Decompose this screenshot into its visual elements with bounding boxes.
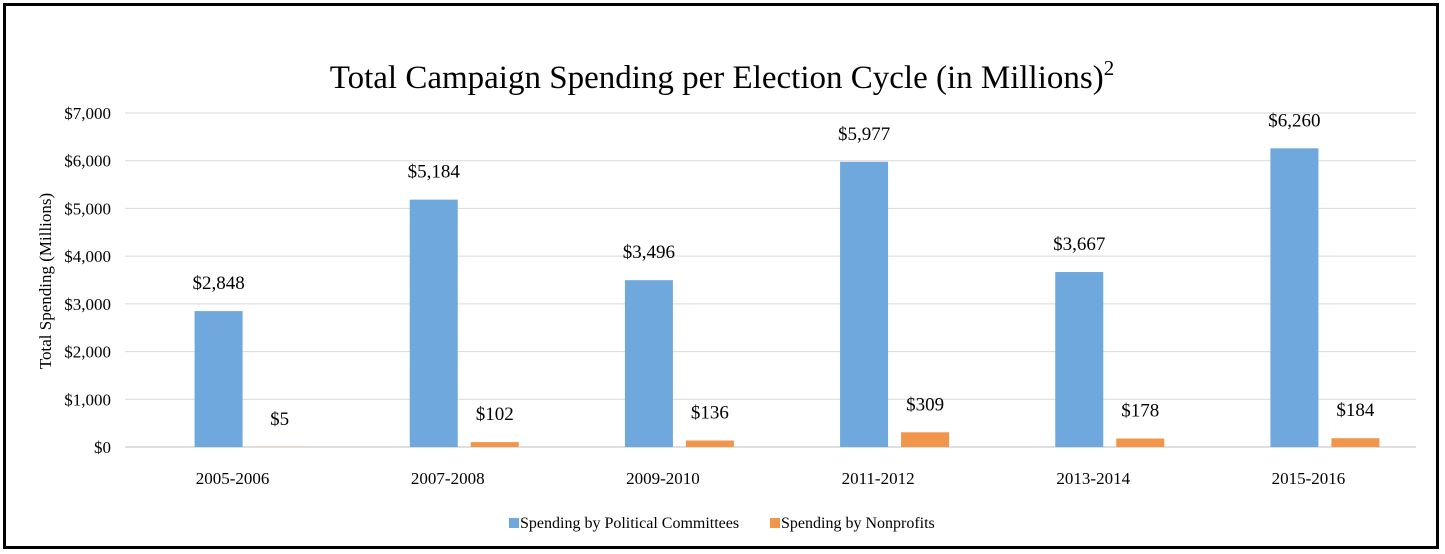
data-label: $5: [270, 409, 289, 430]
data-label: $136: [691, 403, 729, 424]
x-tick-label: 2013-2014: [1056, 469, 1130, 488]
data-label: $102: [476, 404, 514, 425]
legend-swatch: [509, 518, 519, 528]
legend-label: Spending by Nonprofits: [781, 515, 935, 532]
legend-swatch: [770, 518, 780, 528]
bars: $2,848 $5 $5,184 $102 $3,496 $136 $5,977 $309 $3…: [192, 110, 1380, 448]
data-label: $309: [906, 394, 944, 415]
bar: [685, 440, 734, 447]
y-axis-ticks: $0 $1,000 $2,000 $3,000 $4,000 $5,000 $6,000 $7…: [64, 104, 111, 457]
data-label: $6,260: [1268, 110, 1320, 131]
y-axis-label: Total Spending (Millions): [36, 193, 55, 369]
legend: Spending by Political Committees Spending…: [509, 515, 935, 532]
data-label: $3,667: [1053, 234, 1105, 255]
legend-label: Spending by Political Committees: [520, 515, 739, 532]
data-label: $5,184: [408, 162, 461, 183]
x-tick-label: 2007-2008: [411, 469, 485, 488]
x-tick-label: 2009-2010: [626, 469, 700, 488]
x-tick-label: 2005-2006: [196, 469, 270, 488]
y-tick-label: $0: [94, 438, 111, 457]
y-tick-label: $5,000: [64, 199, 111, 218]
bar: [840, 161, 889, 448]
data-label: $3,496: [623, 242, 675, 263]
y-tick-label: $4,000: [64, 247, 111, 266]
grid: [125, 112, 1416, 448]
bar: [409, 199, 458, 447]
bar: [1116, 438, 1165, 447]
y-tick-label: $2,000: [64, 343, 111, 362]
data-label: $178: [1121, 401, 1159, 422]
y-tick-label: $7,000: [64, 104, 111, 123]
bar: [624, 280, 673, 447]
bar: [194, 311, 243, 447]
data-label: $2,848: [192, 273, 244, 294]
x-axis-ticks: 2005-2006 2007-2008 2009-2010 2011-2012 2013…: [196, 469, 1346, 488]
y-tick-label: $1,000: [64, 390, 111, 409]
x-tick-label: 2015-2016: [1272, 469, 1346, 488]
bar: [470, 442, 519, 447]
data-label: $184: [1336, 400, 1375, 421]
bar: [1331, 438, 1380, 447]
chart-title: Total Campaign Spending per Election Cyc…: [330, 56, 1114, 96]
y-tick-label: $3,000: [64, 295, 111, 314]
bar: [1270, 148, 1319, 447]
y-tick-label: $6,000: [64, 152, 111, 171]
bar: [1055, 272, 1104, 447]
bar: [901, 432, 950, 447]
data-label: $5,977: [838, 124, 890, 145]
chart-frame: [3, 3, 1439, 549]
x-tick-label: 2011-2012: [842, 469, 915, 488]
